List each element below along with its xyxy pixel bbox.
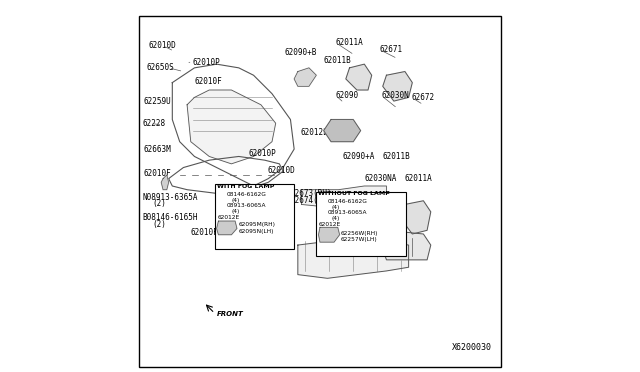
Polygon shape [383, 230, 431, 260]
Text: 08146-6162G: 08146-6162G [328, 199, 367, 204]
Polygon shape [319, 227, 340, 242]
Text: 08913-6065A: 08913-6065A [328, 211, 367, 215]
Text: 62671: 62671 [379, 45, 402, 54]
Polygon shape [294, 68, 316, 86]
Text: (4): (4) [331, 216, 339, 221]
Text: 62674(LH): 62674(LH) [291, 196, 332, 205]
Text: N: N [220, 203, 224, 208]
Bar [316, 192, 406, 256]
Text: 62011A: 62011A [405, 174, 433, 183]
Text: 62090+B: 62090+B [285, 48, 317, 57]
Text: 62011A: 62011A [336, 38, 364, 47]
Text: 62090+A: 62090+A [342, 152, 374, 161]
Text: 62010D: 62010D [268, 166, 295, 174]
Text: 62256W(RH): 62256W(RH) [341, 231, 378, 236]
Text: (4): (4) [232, 198, 240, 202]
Text: 62010F: 62010F [143, 169, 172, 178]
Text: 62095N(LH): 62095N(LH) [239, 228, 275, 234]
Text: (2): (2) [152, 199, 166, 208]
Text: X6200030: X6200030 [452, 343, 492, 352]
Polygon shape [401, 201, 431, 234]
Polygon shape [257, 201, 287, 234]
Text: 62010F: 62010F [195, 77, 222, 86]
Text: 62257W(LH): 62257W(LH) [341, 237, 378, 242]
Text: 62030N: 62030N [381, 91, 409, 100]
Text: 08913-6065A: 08913-6065A [227, 203, 266, 208]
Text: 62650S: 62650S [147, 63, 174, 72]
Bar [215, 184, 294, 249]
Polygon shape [216, 221, 237, 235]
Text: 62012E: 62012E [318, 222, 340, 227]
Text: 62095M(RH): 62095M(RH) [239, 222, 276, 227]
Text: 62010P: 62010P [248, 149, 276, 158]
Text: 62672: 62672 [412, 93, 435, 102]
Polygon shape [161, 175, 168, 190]
Text: 62012E: 62012E [218, 215, 239, 219]
Text: WITHOUT FOG LAMP: WITHOUT FOG LAMP [318, 191, 390, 196]
Polygon shape [187, 90, 276, 164]
Polygon shape [346, 64, 372, 90]
Text: 62210M: 62210M [250, 185, 278, 194]
Polygon shape [298, 238, 408, 278]
Text: WITH FOG LAMP: WITH FOG LAMP [218, 184, 275, 189]
Text: 62090: 62090 [336, 91, 359, 100]
Text: (4): (4) [232, 209, 240, 214]
Text: 62011B: 62011B [324, 56, 351, 65]
Text: N08913-6365A: N08913-6365A [142, 193, 198, 202]
Polygon shape [383, 71, 412, 101]
Text: 62663M: 62663M [143, 145, 172, 154]
Text: 62011B: 62011B [382, 152, 410, 161]
Text: B08146-6165H: B08146-6165H [142, 213, 198, 222]
Polygon shape [301, 186, 387, 208]
Text: 62259U: 62259U [143, 97, 172, 106]
Text: 62030NA: 62030NA [364, 174, 397, 183]
Text: (4): (4) [331, 205, 339, 210]
Text: 62010F: 62010F [191, 228, 218, 237]
Text: 62012E: 62012E [301, 128, 328, 137]
Polygon shape [235, 197, 272, 219]
Text: (2): (2) [152, 219, 166, 228]
Text: 08146-6162G: 08146-6162G [227, 192, 267, 197]
Polygon shape [324, 119, 360, 142]
Text: B: B [321, 199, 325, 204]
Text: 62228: 62228 [143, 119, 166, 128]
Text: B: B [220, 192, 224, 197]
Text: 62010P: 62010P [193, 58, 220, 67]
Text: N: N [321, 211, 325, 215]
Text: 62010D: 62010D [148, 41, 176, 50]
Text: FRONT: FRONT [216, 311, 243, 317]
Text: 62673(RH): 62673(RH) [291, 189, 332, 198]
